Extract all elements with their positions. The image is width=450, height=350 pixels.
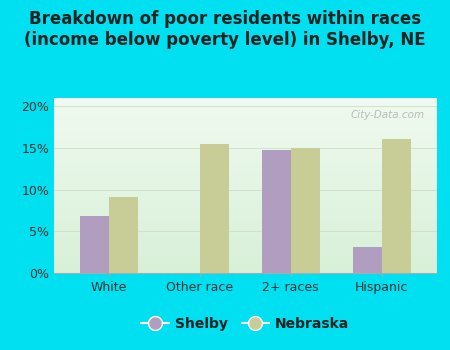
- Bar: [291, 148, 320, 273]
- Bar: [200, 144, 229, 273]
- Bar: [80, 216, 108, 273]
- Legend: Shelby, Nebraska: Shelby, Nebraska: [136, 312, 355, 337]
- Text: City-Data.com: City-Data.com: [351, 110, 425, 120]
- Text: Breakdown of poor residents within races
(income below poverty level) in Shelby,: Breakdown of poor residents within races…: [24, 10, 426, 49]
- Bar: [382, 139, 411, 273]
- Bar: [108, 197, 138, 273]
- Bar: [261, 150, 291, 273]
- Bar: [353, 247, 382, 273]
